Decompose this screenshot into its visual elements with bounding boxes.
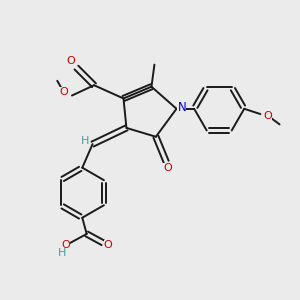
Text: O: O [61,240,70,250]
Text: H: H [81,136,89,146]
Text: O: O [163,163,172,173]
Text: O: O [103,240,112,250]
Text: N: N [177,101,186,114]
Text: O: O [263,110,272,121]
Text: H: H [58,248,66,258]
Text: O: O [67,56,76,66]
Text: O: O [59,87,68,97]
